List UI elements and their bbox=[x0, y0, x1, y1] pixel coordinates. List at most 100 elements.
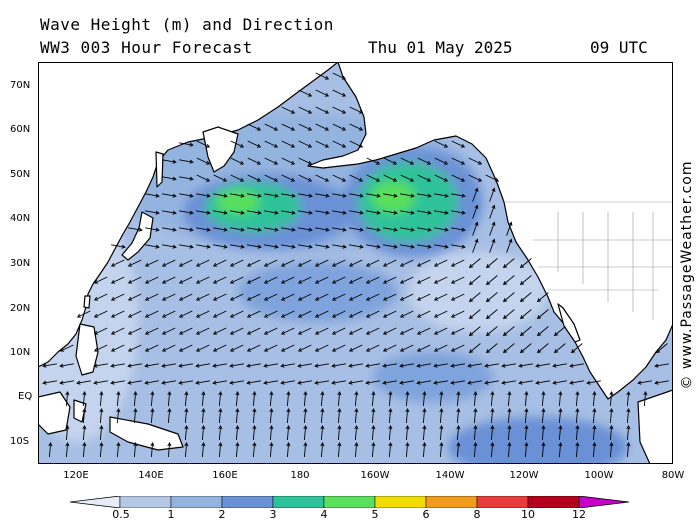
wave-direction-arrow bbox=[230, 210, 245, 215]
wave-direction-arrow bbox=[416, 344, 431, 352]
wave-direction-arrow bbox=[383, 157, 398, 165]
wave-direction-arrow bbox=[388, 442, 393, 458]
wave-direction-arrow bbox=[230, 157, 245, 165]
wave-direction-arrow bbox=[489, 238, 496, 253]
wave-direction-arrow bbox=[405, 425, 410, 441]
wave-direction-arrow bbox=[383, 174, 398, 182]
wave-direction-arrow bbox=[315, 89, 330, 97]
wave-direction-arrow bbox=[592, 442, 597, 458]
wave-direction-arrow bbox=[65, 391, 70, 407]
wave-direction-arrow bbox=[281, 244, 296, 249]
legend-cell bbox=[476, 496, 529, 508]
wave-direction-arrow bbox=[111, 244, 126, 249]
wave-direction-arrow bbox=[162, 227, 177, 232]
wave-direction-arrow bbox=[229, 293, 244, 301]
lat-label-70n: 70N bbox=[10, 80, 31, 91]
wave-direction-arrow bbox=[298, 123, 313, 131]
wave-direction-arrow bbox=[218, 391, 223, 407]
wave-direction-arrow bbox=[280, 380, 295, 385]
wave-direction-arrow bbox=[110, 380, 125, 385]
wave-direction-arrow bbox=[184, 408, 189, 424]
wave-direction-arrow bbox=[349, 244, 364, 249]
wave-direction-arrow bbox=[235, 425, 240, 441]
wave-direction-arrow bbox=[609, 425, 614, 441]
wave-direction-arrow bbox=[298, 140, 313, 148]
wave-direction-arrow bbox=[541, 442, 546, 458]
wave-direction-arrow bbox=[195, 380, 210, 385]
wave-direction-arrow bbox=[506, 238, 513, 253]
wave-direction-arrow bbox=[178, 310, 193, 318]
wave-direction-arrow bbox=[297, 344, 312, 352]
wave-direction-arrow bbox=[196, 174, 211, 182]
wave-direction-arrow bbox=[314, 293, 329, 301]
wave-direction-arrow bbox=[331, 310, 346, 318]
wave-direction-arrow bbox=[332, 244, 347, 249]
wave-direction-arrow bbox=[348, 310, 363, 318]
wave-direction-arrow bbox=[348, 327, 363, 335]
wave-direction-arrow bbox=[93, 310, 108, 318]
wave-direction-arrow bbox=[212, 259, 227, 267]
wave-direction-arrow bbox=[541, 391, 546, 407]
wave-direction-arrow bbox=[127, 293, 142, 301]
wave-direction-arrow bbox=[144, 344, 159, 352]
wave-direction-arrow bbox=[281, 157, 296, 165]
wave-direction-arrow bbox=[433, 363, 448, 368]
wave-direction-arrow bbox=[110, 310, 125, 318]
wave-direction-arrow bbox=[229, 363, 244, 368]
wave-zone-3m-southeast bbox=[448, 417, 628, 464]
wave-direction-arrow bbox=[298, 193, 313, 198]
wave-direction-arrow bbox=[570, 343, 583, 354]
wave-direction-arrow bbox=[399, 380, 414, 385]
wave-direction-arrow bbox=[365, 276, 380, 284]
wave-direction-arrow bbox=[382, 363, 397, 368]
wave-direction-arrow bbox=[490, 391, 495, 407]
wave-direction-arrow bbox=[558, 391, 563, 407]
wave-direction-arrow bbox=[298, 106, 313, 114]
lat-label-10s: 10S bbox=[10, 436, 30, 447]
wave-direction-arrow bbox=[434, 157, 449, 165]
wave-direction-arrow bbox=[303, 391, 308, 407]
wave-direction-arrow bbox=[195, 293, 210, 301]
wave-direction-arrow bbox=[246, 344, 261, 352]
wave-direction-arrow bbox=[314, 344, 329, 352]
wave-direction-arrow bbox=[314, 327, 329, 335]
wave-direction-arrow bbox=[451, 210, 466, 215]
wave-direction-arrow bbox=[264, 140, 279, 148]
wave-direction-arrow bbox=[365, 293, 380, 301]
wave-direction-arrow bbox=[82, 408, 87, 424]
wave-direction-arrow bbox=[162, 244, 177, 249]
wave-direction-arrow bbox=[116, 408, 121, 424]
wave-direction-arrow bbox=[133, 408, 138, 424]
wave-direction-arrow bbox=[468, 157, 483, 165]
wave-direction-arrow bbox=[519, 326, 532, 337]
wave-direction-arrow bbox=[235, 391, 240, 407]
wave-direction-arrow bbox=[519, 309, 532, 320]
wave-direction-arrow bbox=[247, 123, 262, 131]
wave-direction-arrow bbox=[501, 380, 516, 385]
wave-direction-arrow bbox=[399, 293, 414, 301]
wave-direction-arrow bbox=[383, 210, 398, 215]
wave-direction-arrow bbox=[320, 391, 325, 407]
wave-direction-arrow bbox=[473, 391, 478, 407]
wave-direction-arrow bbox=[502, 309, 515, 320]
wave-direction-arrow bbox=[472, 221, 479, 236]
wave-direction-arrow bbox=[371, 442, 376, 458]
wave-direction-arrow bbox=[366, 244, 381, 249]
wave-direction-arrow bbox=[332, 174, 347, 182]
wave-direction-arrow bbox=[315, 123, 330, 131]
wave-direction-arrow bbox=[422, 425, 427, 441]
lon-label-120e: 120E bbox=[63, 470, 89, 481]
wave-direction-arrow bbox=[230, 140, 245, 148]
land-masses bbox=[38, 62, 673, 464]
wave-direction-arrow bbox=[575, 442, 580, 458]
wave-direction-arrow bbox=[161, 259, 176, 267]
wave-direction-arrow bbox=[280, 259, 295, 267]
wave-direction-arrow bbox=[365, 310, 380, 318]
wave-direction-arrow bbox=[315, 193, 330, 198]
wave-direction-arrow bbox=[490, 442, 495, 458]
wave-direction-arrow bbox=[229, 259, 244, 267]
wave-direction-arrow bbox=[298, 244, 313, 249]
wave-direction-arrow bbox=[536, 326, 549, 337]
wave-direction-arrow bbox=[229, 327, 244, 335]
wave-direction-arrow bbox=[348, 363, 363, 368]
